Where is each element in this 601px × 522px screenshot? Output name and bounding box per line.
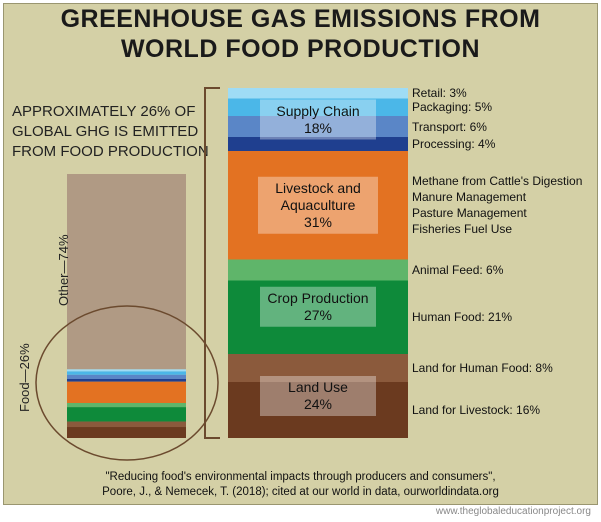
group-name-line: Crop Production	[267, 289, 369, 306]
side-label-retail: Retail: 3%	[412, 86, 467, 101]
callout-line-3: FROM FOOD PRODUCTION	[12, 143, 209, 160]
source-line-2: Poore, J., & Nemecek, T. (2018); cited a…	[102, 486, 499, 498]
group-name-line: Land Use	[288, 379, 348, 395]
food-sub-land-for-livestock	[67, 427, 186, 438]
callout-line-1: APPROXIMATELY 26% OF	[12, 103, 196, 120]
group-value-livestock-and-aquaculture: 31%	[303, 213, 333, 230]
group-label-box-land-use	[260, 376, 376, 416]
side-label-human-food: Human Food: 21%	[412, 310, 513, 325]
side-label-processing: Processing: 4%	[412, 137, 496, 151]
food-sub-animal-feed	[67, 402, 186, 408]
credit-url: www.theglobaleducationproject.org	[435, 506, 591, 517]
title-line-2: WORLD FOOD PRODUCTION	[120, 35, 481, 63]
group-label-box-livestock-and-aquaculture	[258, 176, 378, 234]
segment-land-for-human-food	[228, 354, 408, 382]
other-label: Other—74%	[56, 234, 71, 306]
group-name-line: Livestock and	[275, 179, 361, 196]
group-value-crop-production: 27%	[303, 306, 333, 323]
group-value-supply-chain: 18%	[303, 119, 333, 136]
callout-text: APPROXIMATELY 26% OF GLOBAL GHG IS EMITT…	[12, 102, 212, 162]
chart-title: GREENHOUSE GAS EMISSIONS FROM WORLD FOOD…	[0, 4, 601, 64]
segment-animal-feed	[228, 259, 408, 281]
segment-land-for-livestock	[228, 382, 408, 438]
food-sub-human-food	[67, 407, 186, 422]
source-line-1: "Reducing food's environmental impacts t…	[105, 471, 496, 483]
title-line-1: GREENHOUSE GAS EMISSIONS FROM	[60, 5, 541, 33]
side-label-animal-feed: Animal Feed: 6%	[412, 263, 504, 277]
segment-human-food	[228, 280, 408, 354]
food-label: Food—26%	[17, 343, 32, 412]
group-name-line: Aquaculture	[280, 196, 356, 213]
group-label-crop-production: Crop Production 27%	[260, 290, 376, 324]
group-label-supply-chain: Supply Chain 18%	[260, 103, 376, 137]
food-breakdown-bar	[228, 88, 408, 438]
side-note-fisheries-fuel-use: Fisheries Fuel Use	[412, 222, 513, 237]
segment-transport	[228, 116, 408, 137]
source-citation: "Reducing food's environmental impacts t…	[0, 470, 601, 500]
food-sub-retail	[67, 369, 186, 372]
side-note-pasture-management: Pasture Management	[412, 206, 527, 221]
food-sub-packaging	[67, 371, 186, 375]
other-segment	[67, 174, 186, 370]
segment-processing	[228, 137, 408, 151]
side-label-land-for-human-food: Land for Human Food: 8%	[412, 361, 553, 375]
side-label-transport: Transport: 6%	[412, 119, 487, 134]
side-label-packaging: Packaging: 5%	[412, 100, 493, 115]
food-sub-transport	[67, 374, 186, 379]
segment-retail	[228, 88, 408, 99]
side-label-land-for-livestock: Land for Livestock: 16%	[412, 403, 541, 417]
food-sub-processing	[67, 378, 186, 382]
food-sub-livestock-and-aquaculture	[67, 381, 186, 403]
overall-stacked-bar	[67, 174, 186, 438]
callout-line-2: GLOBAL GHG IS EMITTED	[12, 123, 199, 140]
side-note-manure-management: Manure Management	[412, 190, 527, 205]
group-name-line: Supply Chain	[276, 102, 360, 119]
segment-packaging	[228, 98, 408, 116]
segment-livestock-and-aquaculture	[228, 151, 408, 260]
breakdown-bracket	[204, 87, 220, 439]
group-label-land-use: Land Use 24%	[260, 379, 376, 413]
food-sub-land-for-human-food	[67, 421, 186, 428]
group-label-box-supply-chain	[260, 99, 376, 140]
group-label-box-crop-production	[260, 286, 376, 327]
side-note-methane-from-cattle-s-digestion: Methane from Cattle's Digestion	[412, 174, 583, 189]
group-value-land-use: 24%	[303, 396, 333, 412]
group-label-livestock-and-aquaculture: Livestock and Aquaculture 31%	[258, 180, 378, 231]
food-zoom-circle	[35, 305, 219, 461]
